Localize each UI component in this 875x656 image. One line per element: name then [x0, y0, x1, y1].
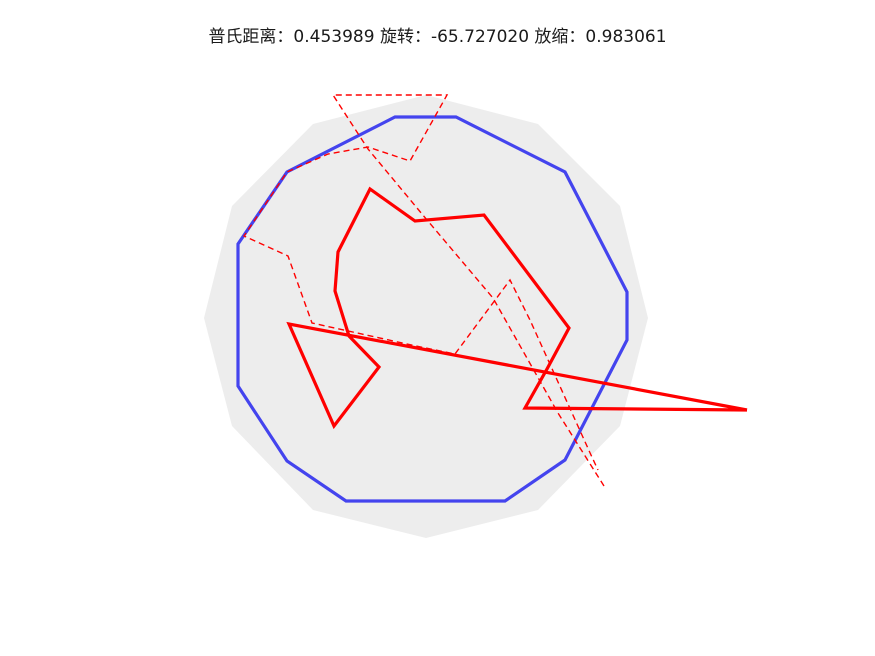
series-layer	[204, 94, 748, 538]
chart-title: 普氏距离：0.453989 旋转：-65.727020 放缩：0.983061	[208, 27, 667, 47]
target-polygon	[236, 115, 629, 503]
reference-region	[204, 95, 648, 538]
source-shape	[242, 94, 605, 487]
aligned-shape	[286, 186, 748, 430]
